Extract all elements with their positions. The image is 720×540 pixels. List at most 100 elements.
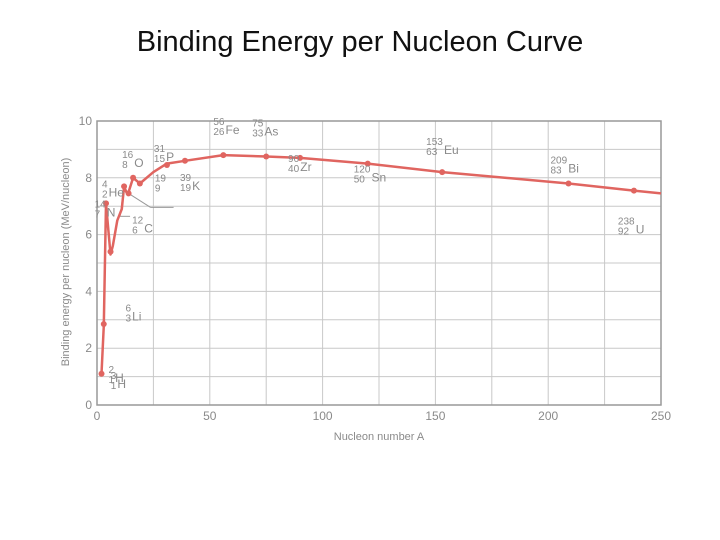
mass-number: 14 bbox=[95, 199, 107, 210]
leader-line bbox=[128, 192, 151, 208]
nuclide-point bbox=[100, 321, 107, 328]
nuclide-point bbox=[125, 190, 132, 197]
nuclide-points bbox=[98, 152, 637, 377]
element-symbol: H bbox=[117, 377, 126, 391]
mass-number: 153 bbox=[426, 137, 443, 148]
mass-number: 120 bbox=[354, 165, 371, 176]
atomic-number: 9 bbox=[155, 183, 161, 194]
nuclide-label: 21 H bbox=[109, 365, 124, 386]
atomic-number: 1 bbox=[109, 375, 115, 386]
atomic-number: 3 bbox=[126, 314, 132, 325]
slide-title: Binding Energy per Nucleon Curve bbox=[136, 26, 584, 58]
element-symbol: C bbox=[144, 221, 153, 235]
y-tick-label: 0 bbox=[85, 398, 92, 412]
nuclide-point bbox=[181, 157, 188, 164]
element-symbol: Fe bbox=[226, 123, 240, 137]
nuclide-point bbox=[364, 160, 371, 167]
x-tick-label: 200 bbox=[538, 409, 558, 423]
nuclide-point bbox=[103, 200, 110, 207]
atomic-number: 50 bbox=[354, 175, 366, 186]
x-tick-label: 50 bbox=[203, 409, 217, 423]
y-tick-label: 6 bbox=[85, 228, 92, 242]
atomic-number: 63 bbox=[426, 147, 438, 158]
mass-number: 75 bbox=[252, 119, 264, 130]
element-symbol: O bbox=[134, 156, 143, 170]
element-symbol: H bbox=[115, 371, 124, 385]
atomic-number: 83 bbox=[551, 165, 563, 176]
atomic-number: 2 bbox=[102, 189, 108, 200]
mass-number: 209 bbox=[551, 155, 568, 166]
element-symbol: Bi bbox=[568, 161, 579, 175]
nuclide-point bbox=[630, 187, 637, 194]
nuclide-label: 63 Li bbox=[126, 304, 142, 325]
element-symbol: Eu bbox=[444, 143, 459, 157]
element-symbol: Zr bbox=[300, 160, 311, 174]
y-tick-label: 10 bbox=[79, 114, 93, 128]
atomic-number: 8 bbox=[122, 160, 128, 171]
nuclide-point bbox=[263, 153, 270, 160]
atomic-number: 6 bbox=[132, 225, 138, 236]
mass-number: 4 bbox=[102, 179, 108, 190]
x-tick-label: 250 bbox=[651, 409, 671, 423]
atomic-number: 1 bbox=[111, 381, 117, 392]
element-symbol: U bbox=[636, 223, 645, 237]
mass-number: 12 bbox=[132, 215, 144, 226]
nuclide-label: 31 H bbox=[111, 371, 126, 392]
atomic-number: 19 bbox=[180, 183, 192, 194]
x-tick-label: 100 bbox=[313, 409, 333, 423]
element-symbol: As bbox=[264, 125, 278, 139]
x-axis-label: Nucleon number A bbox=[334, 431, 425, 443]
mass-number: 56 bbox=[213, 117, 225, 128]
nuclide-label: 42 He bbox=[102, 179, 124, 200]
element-symbol: He bbox=[109, 185, 125, 199]
grid bbox=[97, 121, 661, 405]
nuclide-point bbox=[297, 154, 304, 161]
mass-number: 39 bbox=[180, 173, 192, 184]
x-tick-label: 150 bbox=[425, 409, 445, 423]
element-symbol: Li bbox=[132, 310, 141, 324]
y-tick-label: 8 bbox=[85, 171, 92, 185]
atomic-number: 40 bbox=[288, 164, 300, 175]
atomic-number: 33 bbox=[252, 129, 264, 140]
mass-number: 3 bbox=[111, 371, 117, 382]
y-axis-label: Binding energy per nucleon (MeV/nucleon) bbox=[60, 158, 72, 367]
nuclide-label: 126 C bbox=[132, 215, 153, 236]
nuclide-point bbox=[163, 162, 170, 169]
atomic-number: 15 bbox=[154, 154, 166, 165]
nuclide-point bbox=[565, 180, 572, 187]
element-symbol: Sn bbox=[372, 171, 387, 185]
atomic-number: 26 bbox=[213, 127, 225, 138]
nuclide-point bbox=[130, 174, 137, 181]
mass-number: 2 bbox=[109, 365, 115, 376]
nuclide-point bbox=[98, 370, 105, 377]
nuclide-label: 168 O bbox=[122, 150, 144, 171]
nuclide-point bbox=[107, 248, 114, 255]
x-tick-label: 0 bbox=[94, 409, 101, 423]
element-symbol: N bbox=[107, 205, 116, 219]
mass-number: 238 bbox=[618, 217, 635, 228]
nuclide-point bbox=[220, 152, 227, 159]
y-tick-label: 2 bbox=[85, 341, 92, 355]
nuclide-point bbox=[121, 183, 128, 190]
plot-frame bbox=[96, 120, 662, 406]
element-symbol: K bbox=[192, 179, 200, 193]
element-symbol: P bbox=[166, 150, 174, 164]
nuclide-point bbox=[439, 169, 446, 176]
y-tick-label: 4 bbox=[85, 284, 92, 298]
atomic-number: 7 bbox=[95, 209, 101, 220]
mass-number: 90 bbox=[288, 154, 300, 165]
mass-number: 16 bbox=[122, 150, 134, 161]
nuclide-label: 199 bbox=[155, 173, 167, 194]
